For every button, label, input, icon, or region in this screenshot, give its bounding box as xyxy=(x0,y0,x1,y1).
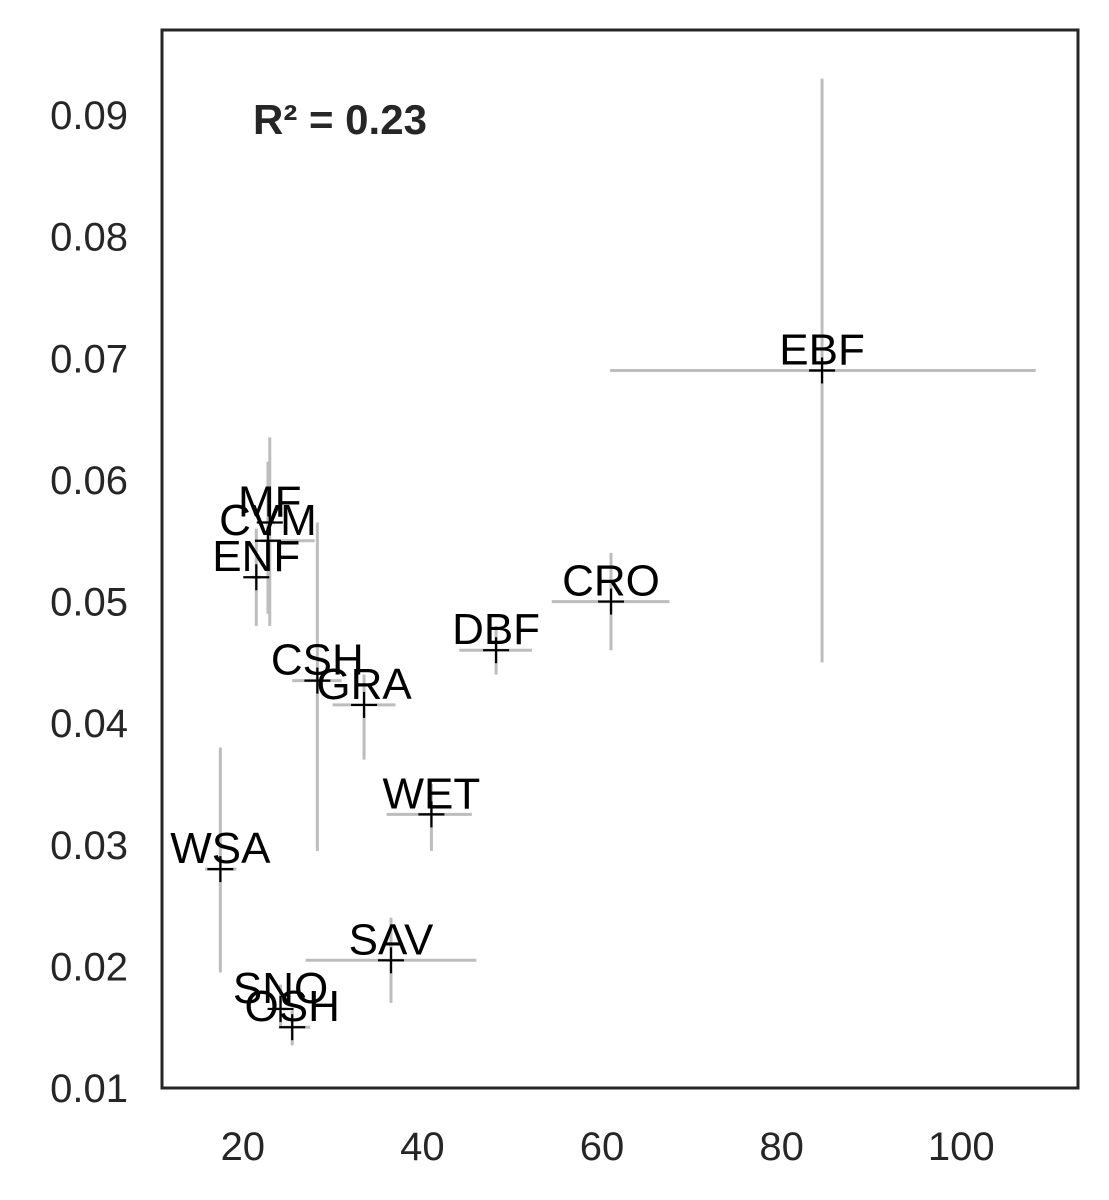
point-marker-sav xyxy=(378,947,404,974)
point-label-cro: CRO xyxy=(562,557,660,606)
point-label-mf: MF xyxy=(238,478,302,527)
y-tick-label: 0.02 xyxy=(50,945,128,989)
point-marker-sno xyxy=(267,995,294,1022)
x-tick-label: 80 xyxy=(759,1125,804,1169)
point-marker-gra xyxy=(351,691,378,718)
point-label-sav: SAV xyxy=(349,915,434,964)
plot-frame xyxy=(160,28,1080,1090)
point-marker-wet xyxy=(418,801,445,828)
point-label-osh: OSH xyxy=(245,982,340,1031)
point-marker-mf xyxy=(256,509,283,536)
x-axis-ticks: 20 40 60 80 100 xyxy=(221,1125,995,1169)
point-marker-osh xyxy=(279,1014,306,1041)
point-label-wet: WET xyxy=(383,769,481,818)
y-tick-label: 0.04 xyxy=(50,702,128,746)
y-tick-label: 0.08 xyxy=(50,216,128,260)
point-marker-wsa xyxy=(207,856,234,883)
point-label-csh: CSH xyxy=(271,636,364,685)
point-label-sno: SNO xyxy=(233,964,328,1013)
x-tick-label: 40 xyxy=(400,1125,445,1169)
y-tick-label: 0.06 xyxy=(50,459,128,503)
r-squared-annotation: R² = 0.23 xyxy=(253,96,427,143)
point-label-ebf: EBF xyxy=(779,326,865,375)
x-tick-label: 20 xyxy=(221,1125,266,1169)
point-label-dbf: DBF xyxy=(452,605,540,654)
y-tick-label: 0.01 xyxy=(50,1067,128,1111)
point-marker-cro xyxy=(598,588,625,615)
point-marker-cvm xyxy=(254,527,281,554)
y-tick-label: 0.05 xyxy=(50,581,128,625)
point-marker-csh xyxy=(304,667,331,694)
y-tick-label: 0.09 xyxy=(50,94,128,138)
point-label-cvm: CVM xyxy=(219,496,317,545)
y-axis-ticks: 0.01 0.02 0.03 0.04 0.05 0.06 0.07 0.08 0.09 xyxy=(50,94,128,1111)
point-marker-ebf xyxy=(809,357,836,384)
y-tick-label: 0.07 xyxy=(50,337,128,381)
y-tick-label: 0.03 xyxy=(50,824,128,868)
x-tick-label: 100 xyxy=(928,1125,995,1169)
point-label-enf: ENF xyxy=(212,532,300,581)
point-marker-enf xyxy=(243,564,270,591)
x-tick-label: 60 xyxy=(580,1125,625,1169)
point-marker-dbf xyxy=(483,637,510,664)
markers-layer xyxy=(207,357,836,1041)
point-label-wsa: WSA xyxy=(170,824,271,873)
point-label-gra: GRA xyxy=(316,660,412,709)
